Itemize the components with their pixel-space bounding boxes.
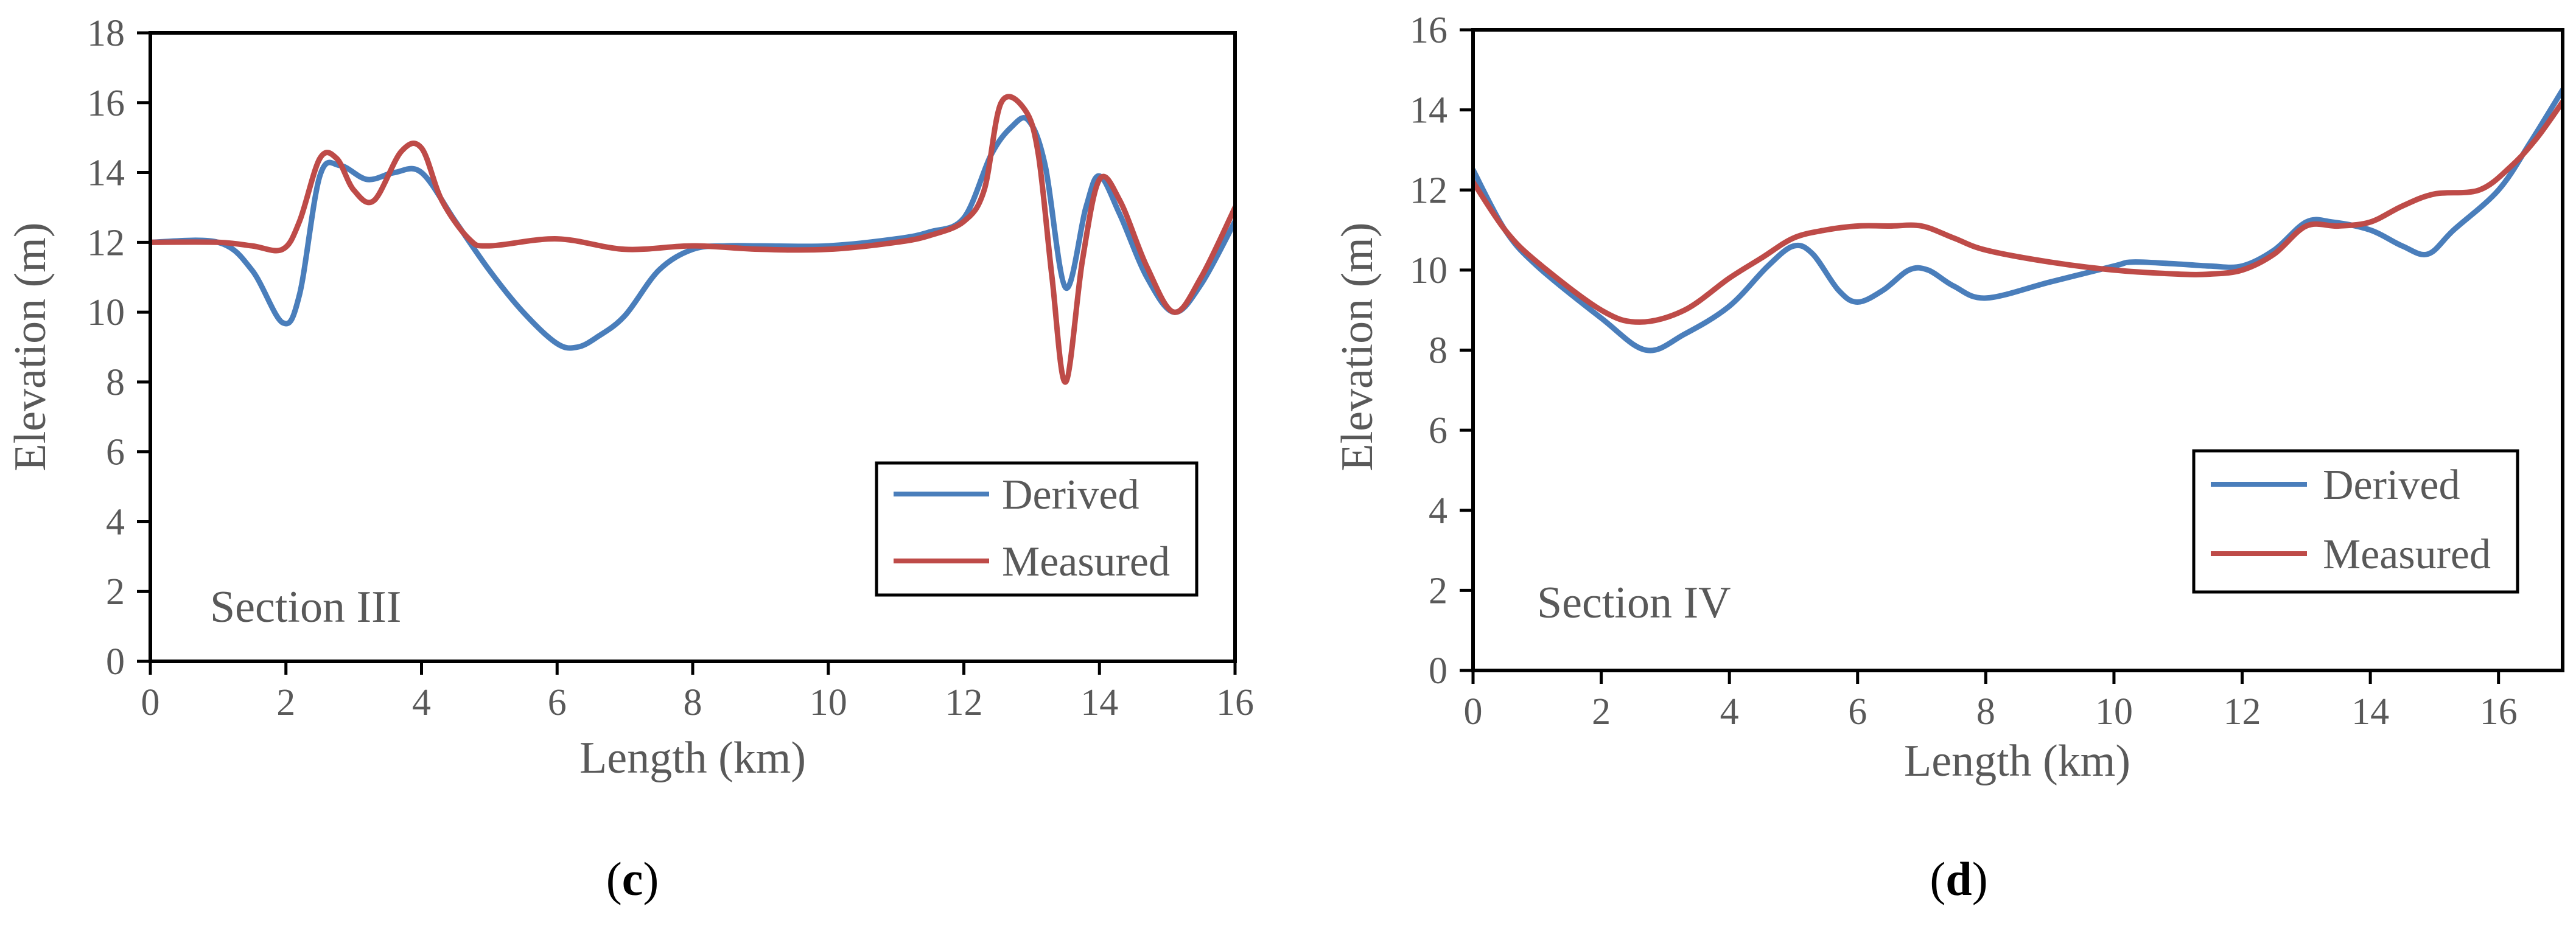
y-tick-label: 18: [87, 13, 125, 54]
x-tick-label: 14: [2351, 691, 2389, 733]
x-tick-label: 8: [684, 682, 702, 723]
x-tick-label: 12: [945, 682, 983, 723]
tick-layer: 0 2 4 6 8 10 12 14 16 0 2 4 6 8 10 12 14 16: [1410, 10, 2518, 733]
panel-label: (d): [1930, 852, 1987, 905]
series-line-derived: [150, 115, 1235, 351]
legend-box: [2192, 449, 2519, 594]
x-tick-label: 14: [1080, 682, 1118, 723]
y-tick-label: 0: [1429, 650, 1447, 692]
legend-box: [875, 461, 1199, 597]
y-tick-label: 12: [1410, 170, 1447, 211]
series-line-measured: [150, 94, 1235, 385]
x-tick-label: 0: [1464, 691, 1483, 733]
y-tick-label: 10: [87, 292, 125, 333]
x-tick-label: 2: [276, 682, 295, 723]
x-tick-label: 0: [141, 682, 160, 723]
legend-label-derived: Derived: [2323, 462, 2460, 509]
y-tick-label: 2: [1429, 570, 1447, 611]
legend-label-derived: Derived: [1002, 472, 1139, 518]
x-tick-label: 4: [1720, 691, 1739, 733]
legend: Derived Measured: [875, 461, 1199, 597]
y-tick-label: 8: [1429, 330, 1447, 372]
x-tick-label: 8: [1976, 691, 1995, 733]
y-axis-title: Elevation (m): [1332, 223, 1382, 472]
x-tick-label: 16: [1216, 682, 1254, 723]
x-tick-label: 10: [2095, 691, 2133, 733]
section-annotation: Section IV: [1537, 578, 1731, 628]
y-tick-label: 4: [106, 501, 125, 543]
y-tick-label: 12: [87, 222, 125, 263]
series-line-measured: [1473, 99, 2563, 325]
y-axis-title: Elevation (m): [5, 223, 55, 472]
legend-label-measured: Measured: [2323, 531, 2491, 578]
legend-label-measured: Measured: [1002, 538, 1170, 585]
y-tick-label: 6: [106, 432, 125, 473]
x-tick-label: 6: [548, 682, 567, 723]
legend: Derived Measured: [2192, 449, 2519, 594]
x-tick-label: 6: [1848, 691, 1867, 733]
x-tick-label: 2: [1592, 691, 1611, 733]
panel-label: (c): [606, 852, 659, 905]
y-tick-label: 14: [87, 153, 125, 194]
series-line-derived: [1473, 87, 2563, 353]
chart-panel-d: 0 2 4 6 8 10 12 14 16 0 2 4 6 8 10 12 14 16 Length (km) E…: [1332, 10, 2564, 905]
x-tick-label: 12: [2224, 691, 2261, 733]
y-tick-label: 16: [87, 83, 125, 124]
y-tick-label: 2: [106, 571, 125, 613]
y-tick-label: 10: [1410, 250, 1447, 291]
y-tick-label: 14: [1410, 90, 1447, 131]
x-axis-title: Length (km): [1904, 736, 2130, 786]
x-tick-label: 16: [2480, 691, 2518, 733]
y-tick-label: 16: [1410, 10, 1447, 51]
series-layer: [1473, 87, 2563, 353]
section-annotation: Section III: [210, 582, 401, 632]
tick-layer: 0 2 4 6 8 10 12 14 16 0 2 4 6 8 10 12 14 16 18: [87, 13, 1254, 723]
x-axis-title: Length (km): [579, 733, 806, 783]
y-tick-label: 6: [1429, 410, 1447, 451]
y-tick-label: 4: [1429, 490, 1447, 532]
x-tick-label: 10: [810, 682, 847, 723]
y-tick-label: 8: [106, 362, 125, 403]
chart-panel-c: 0 2 4 6 8 10 12 14 16 0 2 4 6 8 10 12 14 16 18 Length (km)…: [5, 13, 1254, 905]
x-tick-label: 4: [412, 682, 431, 723]
y-tick-label: 0: [106, 641, 125, 683]
series-layer: [150, 94, 1235, 385]
